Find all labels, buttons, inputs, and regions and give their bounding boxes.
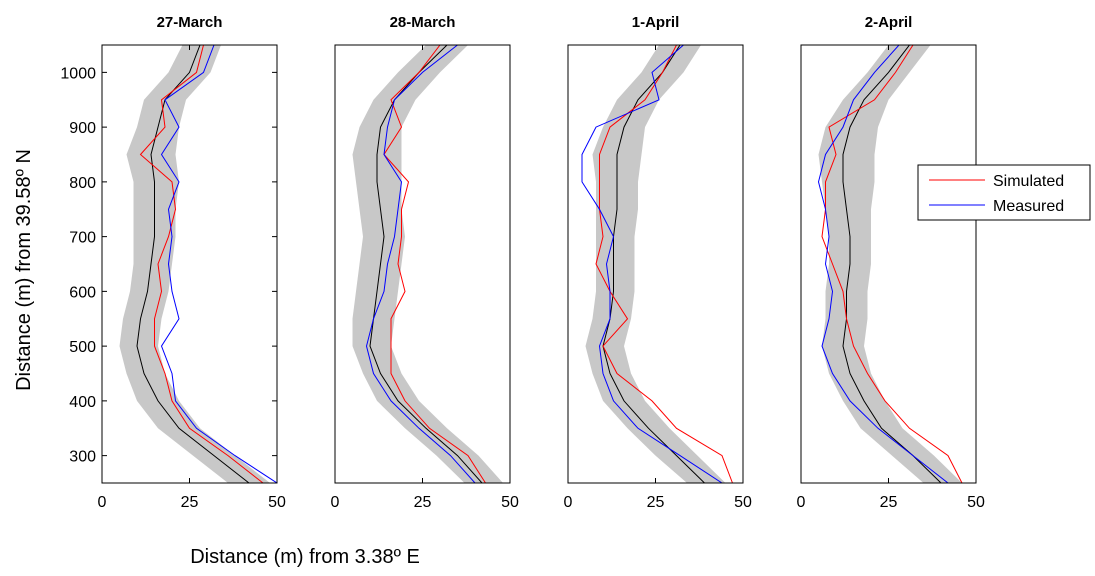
panel-data xyxy=(352,45,503,483)
legend-label-measured: Measured xyxy=(993,198,1064,215)
simulated-line xyxy=(595,45,733,483)
x-tick-label: 50 xyxy=(501,494,519,511)
x-tick-label: 25 xyxy=(647,494,665,511)
uncertainty-band xyxy=(119,45,270,483)
mean-line xyxy=(602,45,705,483)
x-axis-label: Distance (m) from 3.38º E xyxy=(190,546,420,568)
x-tick-label: 25 xyxy=(414,494,432,511)
measured-line xyxy=(365,45,476,483)
x-tick-label: 0 xyxy=(797,494,806,511)
x-tick-label: 25 xyxy=(181,494,199,511)
panel-title: 2-April xyxy=(865,14,913,31)
mean-line xyxy=(369,45,483,483)
simulated-line xyxy=(821,45,963,483)
panel-3: 0 25 50 2-April xyxy=(797,14,985,511)
x-tick-label: 0 xyxy=(564,494,573,511)
x-tick-label: 0 xyxy=(98,494,107,511)
measured-line xyxy=(581,45,723,483)
panel-data xyxy=(581,45,733,483)
mean-line xyxy=(136,45,250,483)
uncertainty-band xyxy=(585,45,726,483)
panel-0: 0 25 50 300 400 500 600 700 800 900 1000 27-March xyxy=(60,14,286,511)
simulated-line xyxy=(139,45,264,483)
panel-1: 0 25 50 28-March xyxy=(331,14,519,511)
uncertainty-band xyxy=(352,45,503,483)
measured-line xyxy=(160,45,277,483)
panel-data xyxy=(817,45,963,483)
y-tick-label: 700 xyxy=(69,230,96,247)
y-axis-label: Distance (m) from 39.58º N xyxy=(13,149,35,391)
x-tick-label: 25 xyxy=(880,494,898,511)
x-tick-label: 50 xyxy=(734,494,752,511)
mean-line xyxy=(842,45,942,483)
measured-line xyxy=(817,45,949,483)
panel-title: 1-April xyxy=(632,14,680,31)
legend: Simulated Measured xyxy=(917,164,1091,221)
y-tick-label: 900 xyxy=(69,120,96,137)
legend-box xyxy=(917,164,1091,221)
uncertainty-band xyxy=(818,45,962,483)
panel-title: 28-March xyxy=(390,14,456,31)
y-tick-label: 400 xyxy=(69,394,96,411)
y-tick-label: 600 xyxy=(69,284,96,301)
panel-2: 0 25 50 1-April xyxy=(564,14,752,511)
y-tick-label: 300 xyxy=(69,449,96,466)
y-tick-label: 500 xyxy=(69,339,96,356)
panel-title: 27-March xyxy=(157,14,223,31)
x-tick-label: 0 xyxy=(331,494,340,511)
panel-data xyxy=(119,45,277,483)
x-tick-label: 50 xyxy=(967,494,985,511)
y-tick-label: 800 xyxy=(69,175,96,192)
y-tick-label: 1000 xyxy=(60,65,96,82)
x-tick-label: 50 xyxy=(268,494,286,511)
legend-label-simulated: Simulated xyxy=(993,173,1064,190)
simulated-line xyxy=(383,45,486,483)
